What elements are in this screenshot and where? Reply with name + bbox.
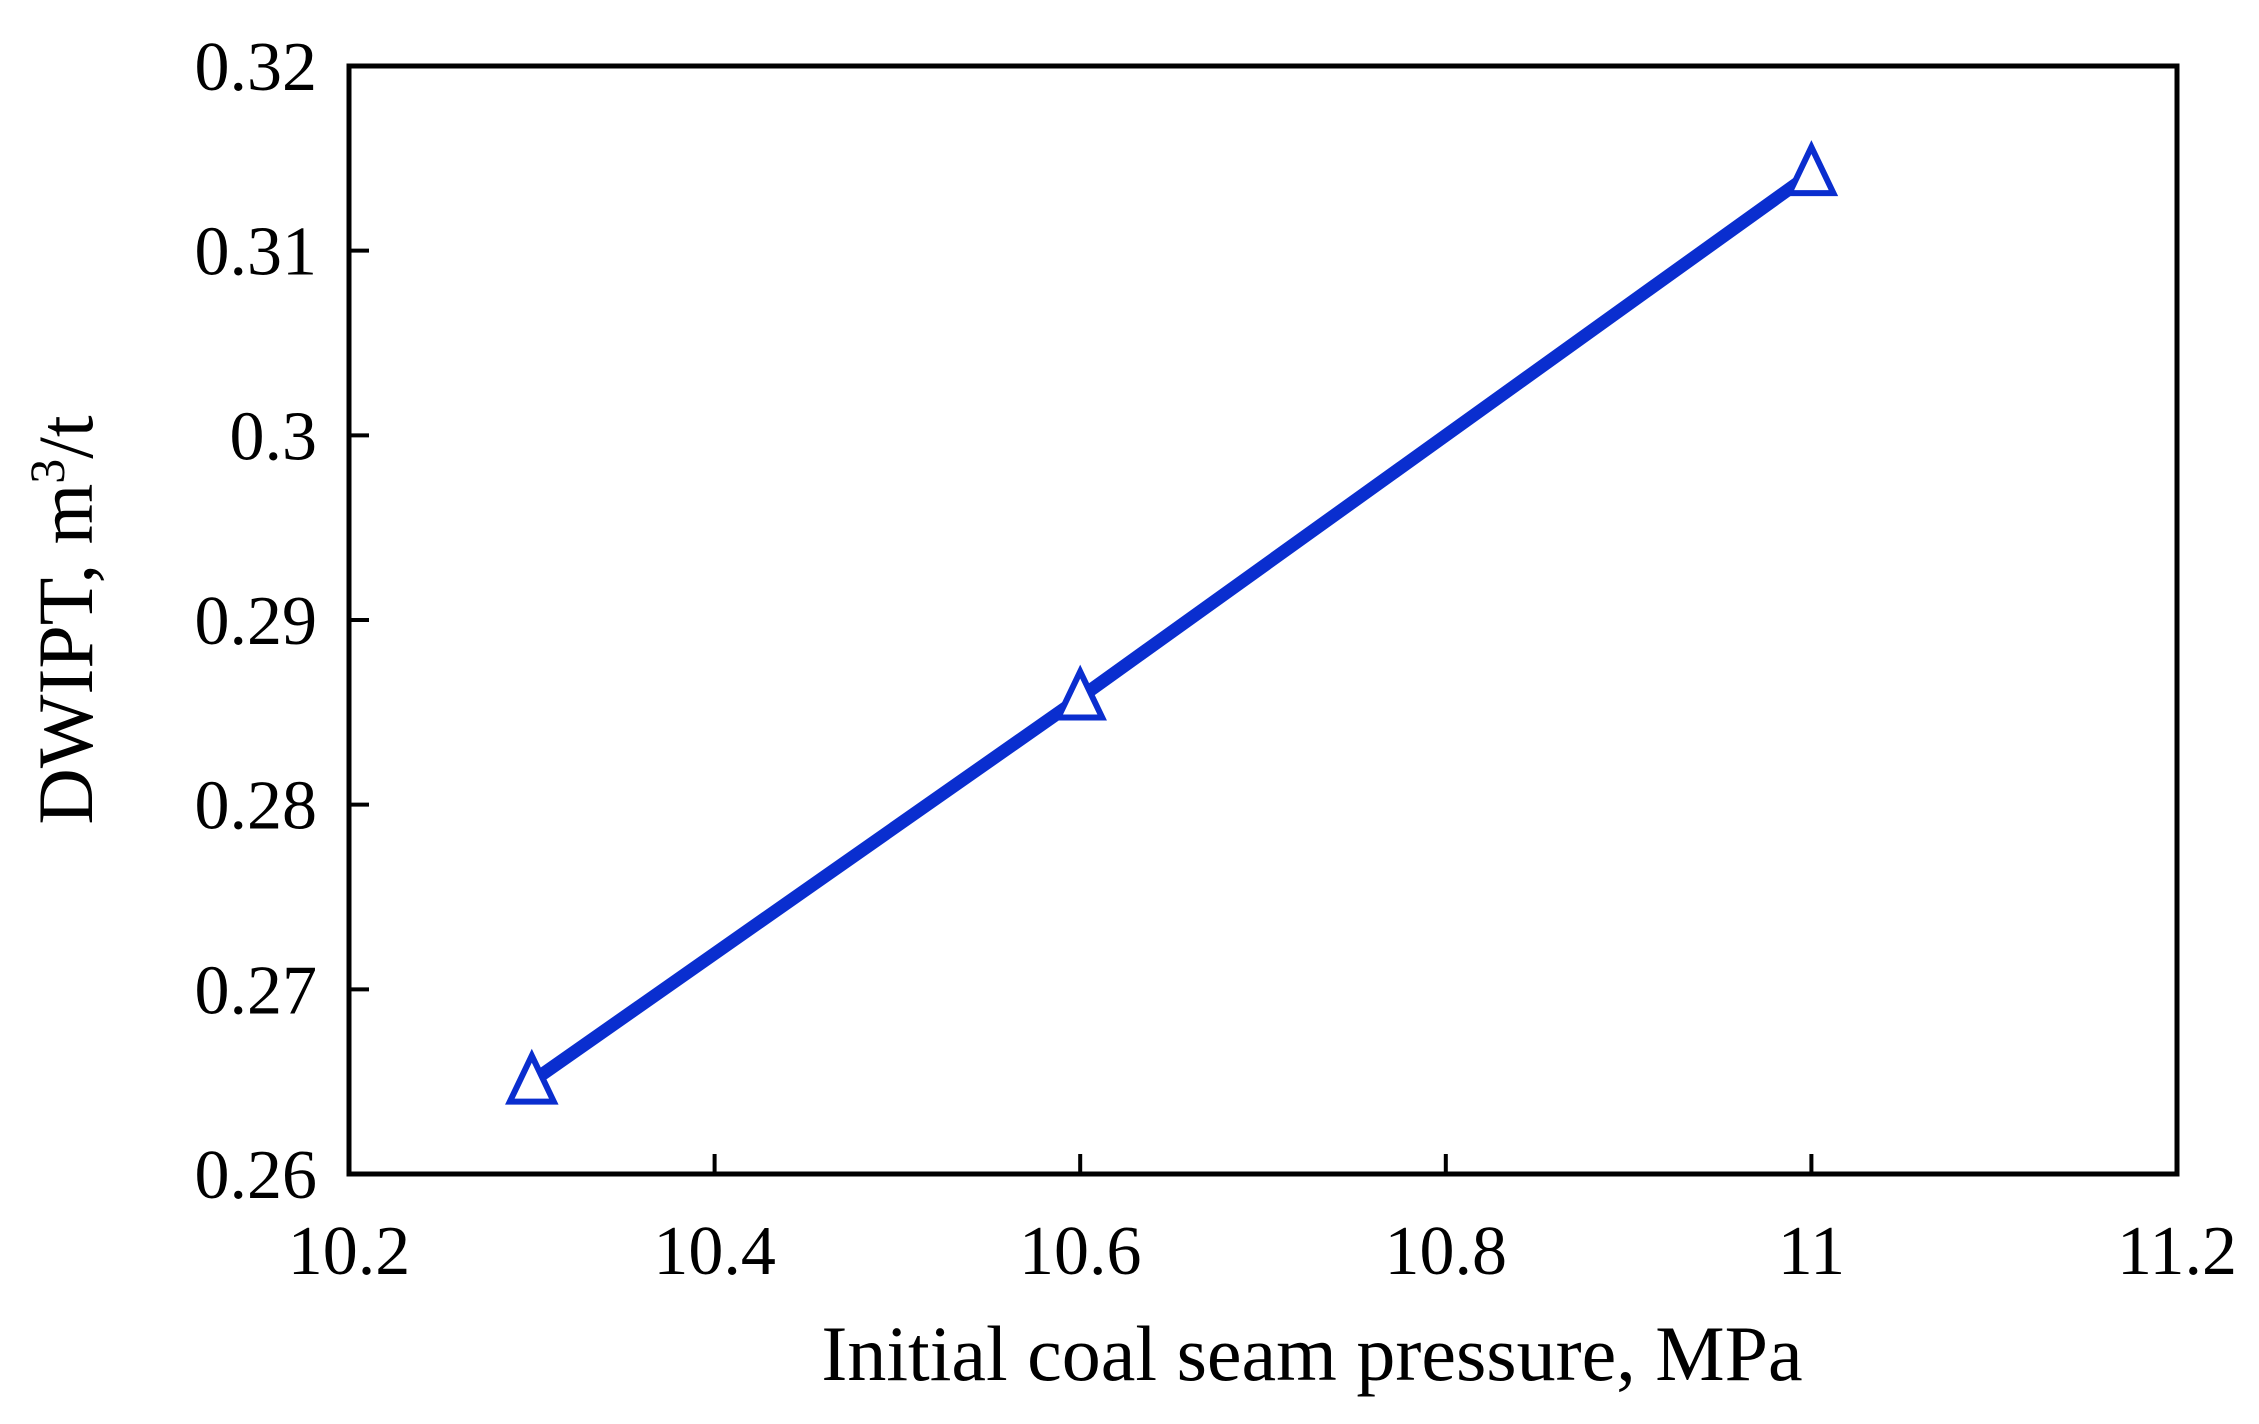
ticks-layer <box>349 248 1814 1174</box>
series-layer <box>505 140 1839 1105</box>
data-point-marker <box>505 1048 559 1105</box>
y-axis-title: DWIPT, m3/t <box>19 415 109 825</box>
data-point-marker <box>1053 664 1107 721</box>
data-point-marker <box>1784 140 1839 197</box>
y-tick-label: 0.3 <box>230 398 318 475</box>
x-tick-label: 10.2 <box>288 1213 411 1290</box>
y-axis-title-base: DWIPT, m <box>22 484 109 825</box>
x-tick-label: 10.4 <box>653 1213 776 1290</box>
x-tick-label: 11.2 <box>2117 1213 2237 1290</box>
y-tick-label: 0.28 <box>195 768 318 845</box>
y-tick-label: 0.32 <box>195 29 318 106</box>
y-tick-label: 0.26 <box>195 1137 318 1214</box>
x-tick-label: 10.8 <box>1385 1213 1508 1290</box>
tick-labels-layer: 10.2 10.4 10.6 10.8 11 11.2 0.26 0.27 0.28 0.29 0.… <box>195 29 2237 1290</box>
y-tick-label: 0.29 <box>195 583 318 660</box>
y-tick-label: 0.27 <box>195 952 318 1029</box>
y-axis-title-suffix: /t <box>22 415 109 459</box>
x-tick-label: 11 <box>1778 1213 1845 1290</box>
x-tick-label: 10.6 <box>1019 1213 1142 1290</box>
plot-area-frame <box>346 63 2180 1177</box>
x-axis-title: Initial coal seam pressure, MPa <box>821 1310 1802 1397</box>
y-axis-title-superscript: 3 <box>19 459 75 484</box>
y-tick-label: 0.31 <box>195 214 318 291</box>
